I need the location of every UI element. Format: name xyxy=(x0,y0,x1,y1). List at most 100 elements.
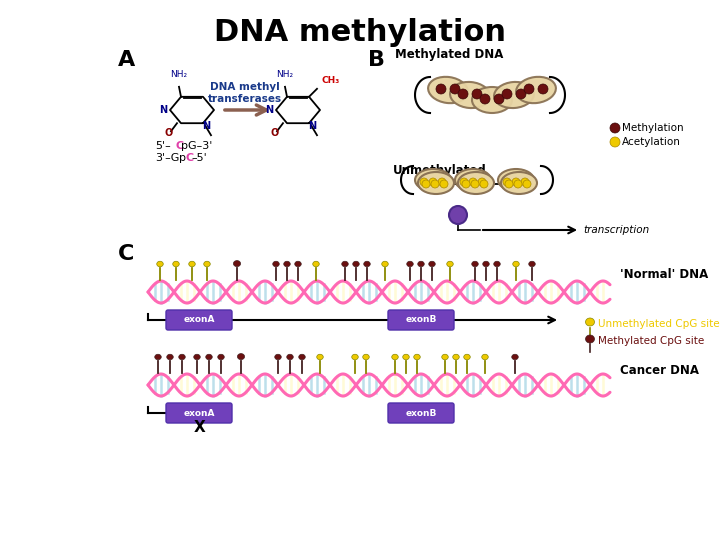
Circle shape xyxy=(420,178,428,186)
Ellipse shape xyxy=(415,169,451,191)
Ellipse shape xyxy=(204,261,210,267)
Ellipse shape xyxy=(353,261,359,267)
Circle shape xyxy=(469,178,477,186)
Text: –5': –5' xyxy=(191,153,207,163)
Text: 3'–G: 3'–G xyxy=(155,153,179,163)
Ellipse shape xyxy=(167,354,174,360)
Circle shape xyxy=(438,178,446,186)
Text: transcription: transcription xyxy=(583,225,649,235)
Ellipse shape xyxy=(363,354,369,360)
Circle shape xyxy=(523,180,531,188)
Text: exonB: exonB xyxy=(405,408,437,417)
Circle shape xyxy=(429,178,437,186)
Ellipse shape xyxy=(392,354,398,360)
Ellipse shape xyxy=(418,172,454,194)
FancyBboxPatch shape xyxy=(166,403,232,423)
Circle shape xyxy=(503,178,511,186)
Circle shape xyxy=(440,180,448,188)
Circle shape xyxy=(502,89,512,99)
Text: CH₃: CH₃ xyxy=(321,76,339,85)
Ellipse shape xyxy=(585,318,595,326)
FancyBboxPatch shape xyxy=(166,310,232,330)
Text: Unmethylated CpG site: Unmethylated CpG site xyxy=(598,319,719,329)
Circle shape xyxy=(512,178,520,186)
Ellipse shape xyxy=(464,354,470,360)
Text: N: N xyxy=(265,105,273,115)
Circle shape xyxy=(516,89,526,99)
Ellipse shape xyxy=(382,261,388,267)
Circle shape xyxy=(449,206,467,224)
Circle shape xyxy=(521,178,529,186)
Circle shape xyxy=(480,180,488,188)
Circle shape xyxy=(458,89,468,99)
Ellipse shape xyxy=(238,354,245,360)
Circle shape xyxy=(478,178,486,186)
Text: Acetylation: Acetylation xyxy=(622,137,681,147)
Text: C: C xyxy=(185,153,193,163)
Ellipse shape xyxy=(418,261,424,267)
Ellipse shape xyxy=(428,261,436,267)
Ellipse shape xyxy=(450,82,490,108)
Text: N: N xyxy=(202,121,210,131)
Ellipse shape xyxy=(342,261,348,267)
Ellipse shape xyxy=(317,354,323,360)
Ellipse shape xyxy=(501,172,537,194)
Ellipse shape xyxy=(179,354,185,360)
Ellipse shape xyxy=(273,261,279,267)
Text: DNA methyl
transferases: DNA methyl transferases xyxy=(208,82,282,104)
Text: pG–3': pG–3' xyxy=(181,141,212,151)
Circle shape xyxy=(460,178,468,186)
Ellipse shape xyxy=(364,261,370,267)
Circle shape xyxy=(450,84,460,94)
Text: p: p xyxy=(179,153,186,163)
Ellipse shape xyxy=(482,261,490,267)
FancyBboxPatch shape xyxy=(388,310,454,330)
FancyBboxPatch shape xyxy=(388,403,454,423)
Ellipse shape xyxy=(294,261,301,267)
Ellipse shape xyxy=(217,354,224,360)
Ellipse shape xyxy=(528,261,535,267)
Circle shape xyxy=(472,89,482,99)
Circle shape xyxy=(422,180,430,188)
Text: N: N xyxy=(159,105,167,115)
Text: Methylated DNA: Methylated DNA xyxy=(395,48,503,61)
Circle shape xyxy=(436,84,446,94)
Ellipse shape xyxy=(312,261,319,267)
Circle shape xyxy=(431,180,439,188)
Text: NH₂: NH₂ xyxy=(276,70,294,79)
Ellipse shape xyxy=(458,172,494,194)
Ellipse shape xyxy=(482,354,488,360)
Text: Methylated CpG site: Methylated CpG site xyxy=(598,336,704,346)
Circle shape xyxy=(524,84,534,94)
Ellipse shape xyxy=(189,261,195,267)
Ellipse shape xyxy=(472,261,478,267)
Ellipse shape xyxy=(494,82,534,108)
Text: Unmethylated: Unmethylated xyxy=(393,164,487,177)
Ellipse shape xyxy=(455,169,491,191)
Ellipse shape xyxy=(352,354,359,360)
Circle shape xyxy=(480,94,490,104)
Ellipse shape xyxy=(446,261,454,267)
Circle shape xyxy=(514,180,522,188)
Ellipse shape xyxy=(206,354,212,360)
Text: B: B xyxy=(368,50,385,70)
Circle shape xyxy=(610,123,620,133)
Ellipse shape xyxy=(585,335,595,343)
Text: A: A xyxy=(118,50,135,70)
Text: Cancer DNA: Cancer DNA xyxy=(620,363,699,376)
Text: X: X xyxy=(194,420,206,435)
Ellipse shape xyxy=(402,354,409,360)
Text: 'Normal' DNA: 'Normal' DNA xyxy=(620,267,708,280)
Text: 5'–: 5'– xyxy=(155,141,171,151)
Ellipse shape xyxy=(233,261,240,267)
Text: exonA: exonA xyxy=(184,408,215,417)
Ellipse shape xyxy=(287,354,293,360)
Ellipse shape xyxy=(453,354,459,360)
Text: exonA: exonA xyxy=(184,315,215,325)
Ellipse shape xyxy=(512,354,518,360)
Ellipse shape xyxy=(299,354,305,360)
Ellipse shape xyxy=(414,354,420,360)
Ellipse shape xyxy=(155,354,161,360)
Text: O: O xyxy=(165,128,173,138)
Circle shape xyxy=(538,84,548,94)
